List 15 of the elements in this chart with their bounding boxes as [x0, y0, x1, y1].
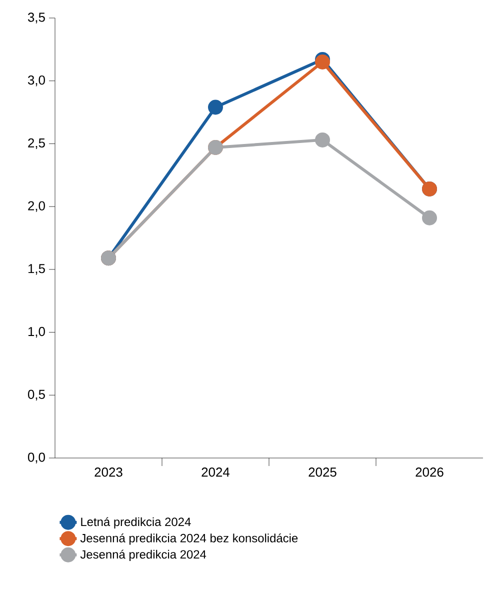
- y-tick-label: 2,5: [28, 138, 45, 150]
- legend-label: Jesenná predikcia 2024: [80, 550, 206, 562]
- x-tick-label: 2025: [308, 468, 336, 477]
- x-tick-label: 2024: [202, 468, 230, 477]
- y-tick-label: 0,0: [28, 452, 45, 464]
- y-tick-label: 2,0: [28, 201, 45, 212]
- y-tick-label: 1,0: [28, 326, 45, 338]
- y-tick-label: 3,0: [28, 76, 45, 86]
- legend-label: Letná predikcia 2024: [81, 517, 191, 528]
- y-tick-label: 1,5: [28, 264, 45, 275]
- x-tick-label: 2026: [416, 468, 444, 477]
- x-tick-label: 2023: [94, 468, 122, 477]
- legend-label: Jesenná predikcia 2024 bez konsolidácie: [80, 533, 298, 545]
- y-tick-label: 3,5: [28, 12, 45, 24]
- y-tick-label: 0,5: [28, 390, 45, 400]
